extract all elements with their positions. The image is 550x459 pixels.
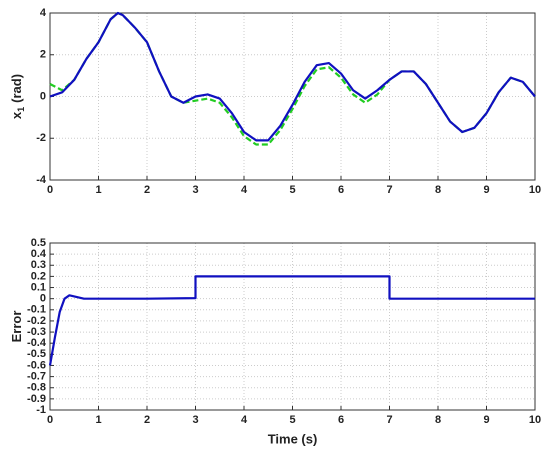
x-tick-label: 9 <box>483 414 489 426</box>
y-tick-label: 0.4 <box>31 248 47 260</box>
x-tick-label: 10 <box>529 184 541 196</box>
y-tick-label: -2 <box>36 132 46 144</box>
axes-box <box>49 242 536 411</box>
x-tick-label: 1 <box>95 414 101 426</box>
x-tick-label: 9 <box>483 184 489 196</box>
data-line <box>49 11 536 142</box>
x-tick-label: 3 <box>192 414 198 426</box>
y-tick-label: -0.8 <box>27 382 46 394</box>
x-tick-label: 2 <box>144 414 150 426</box>
x-tick-label: 1 <box>95 184 101 196</box>
x-tick-label: 6 <box>338 414 344 426</box>
y-tick-label: -1 <box>36 404 46 416</box>
y-label-base: x <box>9 111 24 119</box>
y-tick-label: -0.5 <box>27 348 46 360</box>
x-tick-label: 8 <box>435 184 441 196</box>
y-tick-label: 0.1 <box>31 281 46 293</box>
x-tick-label: 5 <box>289 414 295 426</box>
data-line <box>48 275 535 366</box>
y-tick-label: -0.2 <box>27 315 46 327</box>
y-tick-label: 4 <box>40 7 47 19</box>
y-tick-label: -0.9 <box>27 393 46 405</box>
x-tick-label: 3 <box>192 184 198 196</box>
x-tick-label: 4 <box>241 184 248 196</box>
y-label-unit: (rad) <box>9 74 24 103</box>
y-tick-label: -0.1 <box>27 304 46 316</box>
x-tick-label: 7 <box>386 184 392 196</box>
y-label-text: Error <box>9 311 24 343</box>
y-tick-label: -0.7 <box>27 371 46 383</box>
x-tick-label: 2 <box>144 184 150 196</box>
x-tick-label: 8 <box>435 414 441 426</box>
x-tick-label: 5 <box>289 184 295 196</box>
y-axis-label: x1 (rad) <box>9 74 26 119</box>
y-axis-label: Error <box>9 311 24 343</box>
y-tick-label: -4 <box>36 174 47 186</box>
x-tick-label: 0 <box>47 414 53 426</box>
x-axis-label: Time (s) <box>268 431 318 446</box>
x-tick-label: 7 <box>386 414 392 426</box>
y-tick-label: 0.5 <box>31 237 46 249</box>
y-tick-label: 0 <box>40 90 46 102</box>
y-tick-label: 2 <box>40 49 46 61</box>
y-tick-label: 0.3 <box>31 259 46 271</box>
y-label-sub: 1 <box>16 107 26 112</box>
x-tick-label: 4 <box>241 414 248 426</box>
y-tick-label: 0.2 <box>31 270 46 282</box>
y-tick-label: -0.3 <box>27 326 46 338</box>
y-tick-label: -0.6 <box>27 359 46 371</box>
y-tick-label: 0 <box>40 293 46 305</box>
x-tick-label: 0 <box>47 184 53 196</box>
x-tick-label: 10 <box>529 414 541 426</box>
data-line <box>49 11 536 146</box>
y-tick-label: -0.4 <box>27 337 47 349</box>
x-tick-label: 6 <box>338 184 344 196</box>
